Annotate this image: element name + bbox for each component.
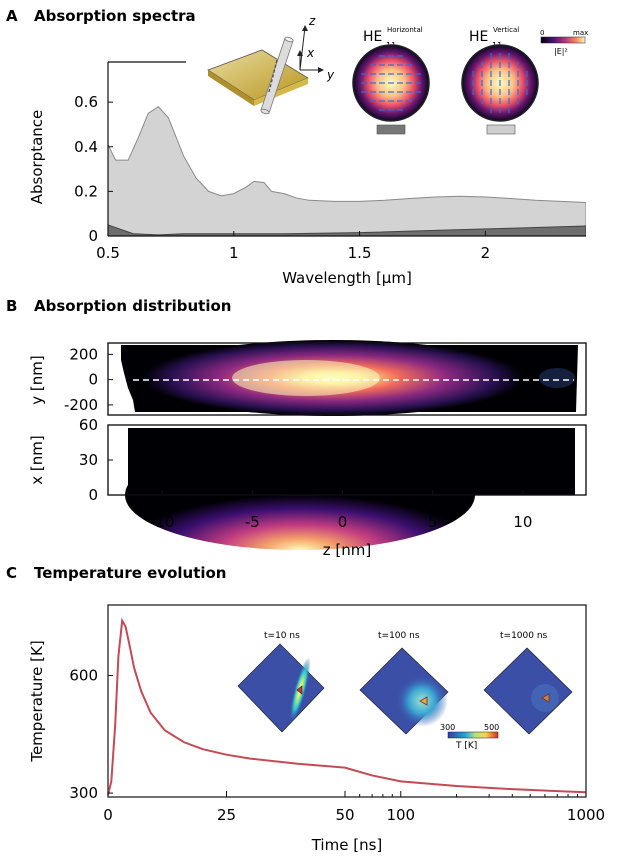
area-series-0 (108, 105, 586, 236)
yz-y-axis-label: y [nm] (28, 355, 46, 404)
y-tick-label: 0.6 (74, 93, 98, 111)
y-tick-label: 300 (69, 784, 98, 802)
xz-x-tick-label: 0 (338, 513, 348, 531)
x-tick-label: 0.5 (96, 244, 120, 262)
panel-c-letter: C (6, 564, 17, 582)
snapshot-100ns: t=100 ns (359, 631, 449, 735)
y-tick-label: 600 (69, 667, 98, 685)
panel-c-title: Temperature evolution (34, 564, 227, 582)
x-tick-label: 1 (229, 244, 239, 262)
temperature-line (107, 617, 587, 796)
y-tick-label: 0.4 (74, 138, 98, 156)
x-axis-label: Time [ns] (311, 836, 383, 854)
panel-b-letter: B (6, 297, 17, 315)
temperature-colorbar-label: T [K] (455, 741, 477, 751)
mode-v-base: HE (469, 29, 488, 45)
xz-x-tick-label: -5 (245, 513, 260, 531)
temperature-evolution-chart: 0 25 50 100 1000 300 600 Time [ns] Temperature [… (28, 604, 605, 854)
plot-frame (107, 604, 587, 798)
absorption-spectra-chart: 0.5 1 1.5 2 0 0.2 0.4 0.6 Wavelength [μm] Absorpt… (28, 62, 586, 287)
xz-x-tick-label: 5 (428, 513, 438, 531)
field-colorbar: 0 max |E|² (540, 29, 588, 56)
temperature-colorbar-max: 500 (484, 723, 499, 732)
snapshot-label-1000ns: t=1000 ns (500, 631, 548, 641)
mode-profile-horizontal: HE Horizontal 11 (352, 26, 430, 135)
xz-y-tick-label: 60 (79, 416, 98, 434)
snapshot-10ns: t=10 ns (237, 631, 325, 733)
field-colorbar-label: |E|² (554, 47, 568, 56)
temperature-snapshots: t=10 ns t=100 ns t=1000 ns 300 500 T [K] (237, 631, 573, 751)
y-axis-label: Absorptance (28, 110, 46, 205)
absorption-map-yz (107, 340, 587, 416)
snapshot-label-100ns: t=100 ns (378, 631, 420, 641)
x-tick-label: 1.5 (348, 244, 372, 262)
xz-x-tick-label: -10 (150, 513, 175, 531)
x-tick-label: 50 (335, 806, 354, 824)
legend-swatch-vertical (486, 124, 516, 135)
xz-y-tick-label: 0 (88, 486, 98, 504)
wire-plate-illustration (207, 25, 324, 115)
area-series-1 (108, 224, 586, 236)
temperature-colorbar: 300 500 T [K] (440, 723, 499, 751)
x-tick-label: 2 (481, 244, 491, 262)
yz-y-tick-label: -200 (64, 396, 98, 414)
legend-swatch-horizontal (376, 124, 406, 135)
yz-y-tick-label: 200 (69, 345, 98, 363)
mode-profile-vertical: HE Vertical 11 (461, 26, 539, 135)
temperature-colorbar-min: 300 (440, 723, 455, 732)
mode-h-sup: Horizontal (387, 26, 423, 34)
x-axis-label: Wavelength [μm] (282, 269, 412, 287)
xz-x-axis-label: z [nm] (323, 541, 371, 559)
field-colorbar-max: max (573, 29, 588, 37)
area-series-group (108, 105, 586, 236)
y-axis-label: Temperature [K] (28, 640, 46, 762)
panel-a-title: Absorption spectra (34, 7, 196, 25)
x-tick-label: 1000 (567, 806, 605, 824)
absorption-map-axes: -200 0 200 0 30 60 -10 -5 0 5 10 z [nm] y [nm] x [nm] (28, 345, 532, 559)
field-colorbar-min: 0 (540, 29, 544, 37)
absorption-map-xz (107, 424, 587, 550)
xz-y-axis-label: x [nm] (28, 435, 46, 484)
axis-label-x: x (306, 46, 315, 60)
x-tick-label: 25 (217, 806, 236, 824)
x-tick-label: 100 (386, 806, 415, 824)
axis-label-y: y (326, 68, 335, 82)
mode-h-base: HE (363, 29, 382, 45)
panel-a-letter: A (6, 7, 18, 25)
axis-label-z: z (308, 14, 316, 28)
y-tick-label: 0.2 (74, 182, 98, 200)
x-tick-label: 0 (103, 806, 113, 824)
xz-x-tick-label: 10 (513, 513, 532, 531)
y-tick-label: 0 (88, 227, 98, 245)
yz-y-tick-label: 0 (88, 371, 98, 389)
snapshot-1000ns: t=1000 ns (483, 631, 573, 735)
mode-v-sup: Vertical (493, 26, 519, 34)
snapshot-label-10ns: t=10 ns (264, 631, 300, 641)
xz-y-tick-label: 30 (79, 451, 98, 469)
panel-b-title: Absorption distribution (34, 297, 231, 315)
